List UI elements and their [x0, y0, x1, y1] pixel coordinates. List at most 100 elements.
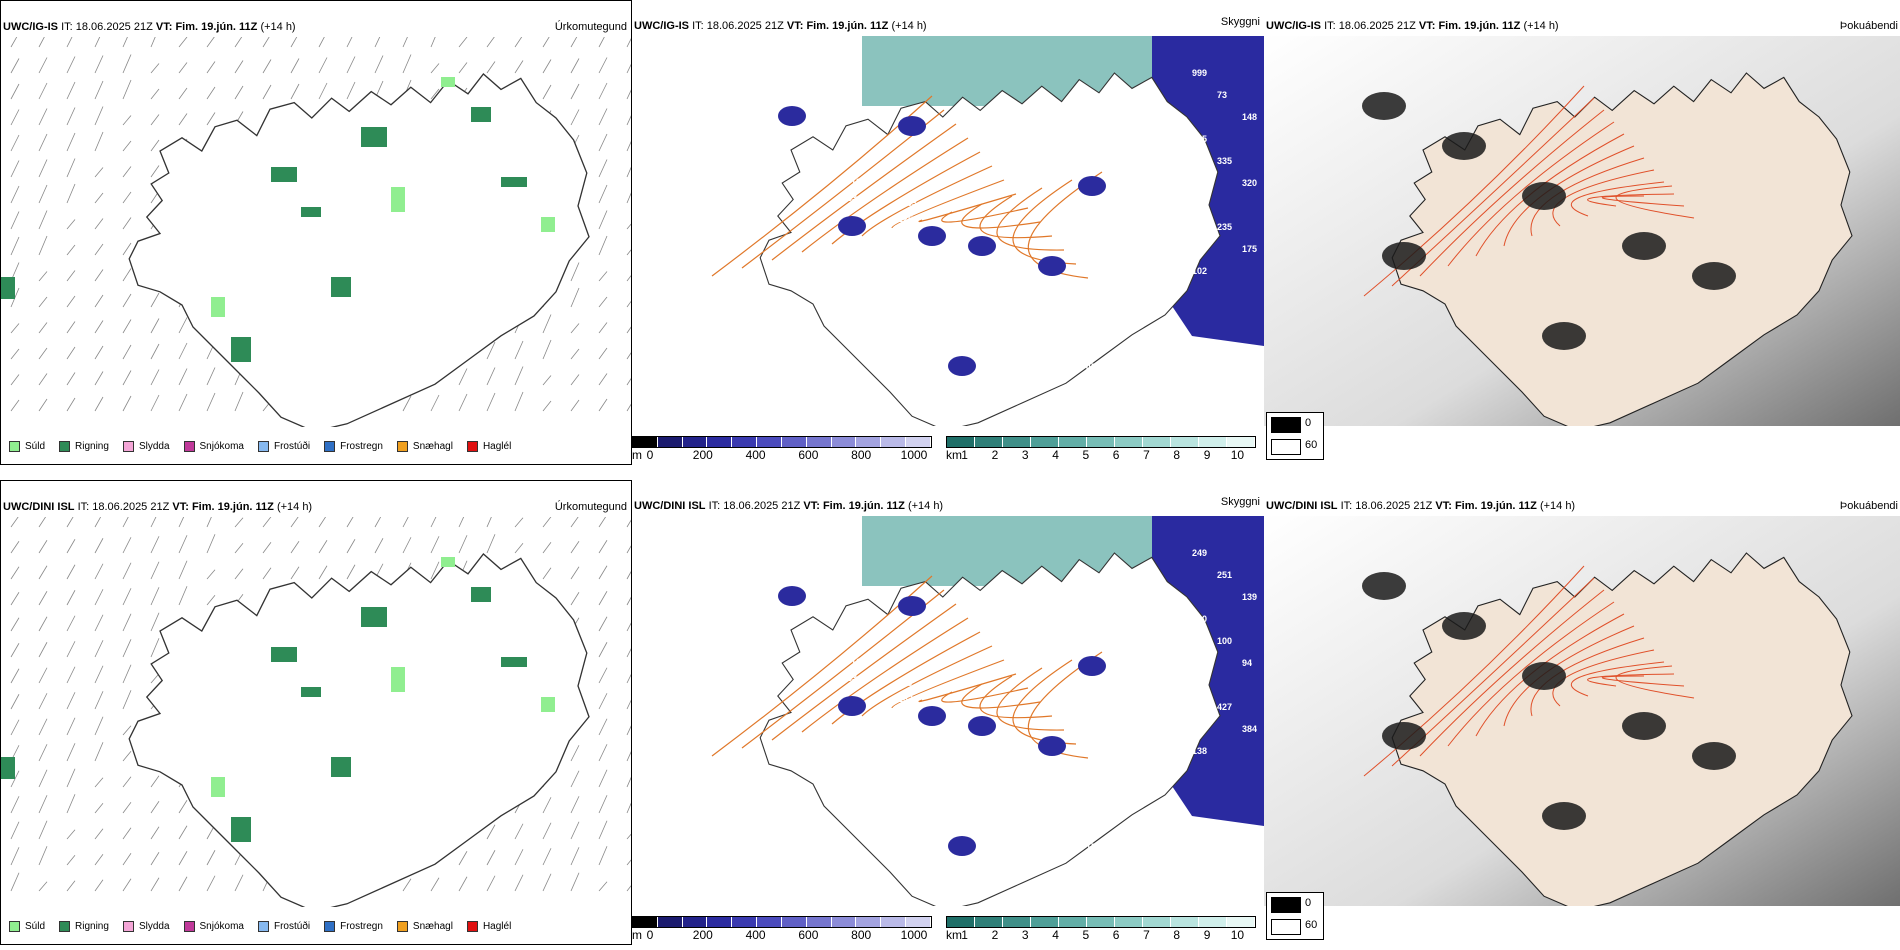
wind-barb: [94, 167, 104, 178]
wind-barb: [122, 853, 132, 866]
road-line: [996, 667, 1065, 731]
cloud-base-value: 136: [851, 177, 866, 187]
wind-barb: [626, 141, 631, 152]
low-cloud-patch: [918, 226, 946, 246]
precip-panel: UWC/IG-IS IT: 18.06.2025 21Z VT: Fim. 19…: [0, 0, 632, 465]
colorbar-tick-label: 1: [961, 928, 968, 942]
colorbar-ticks: 0 200 400 600 800 1000: [632, 928, 932, 942]
wind-barb: [318, 37, 325, 48]
wind-barb: [430, 536, 440, 554]
colorbar-cell: [1003, 917, 1031, 927]
colorbar-cell: [633, 917, 658, 927]
precip-panel-title: UWC/DINI ISL IT: 18.06.2025 21Z VT: Fim.…: [3, 501, 312, 513]
colorbar-tick-label: 10: [1230, 928, 1245, 942]
colorbar-tick-label: 200: [692, 448, 713, 462]
wind-barb: [626, 545, 631, 554]
model-name: UWC/IG-IS: [1266, 20, 1321, 32]
wind-barb: [626, 859, 631, 866]
colorbar-ticks: 1 2 3 4 5 6 7 8 9 10: [946, 928, 1256, 942]
cloud-base-value: 52: [1180, 156, 1190, 166]
wind-barb: [626, 648, 631, 658]
fog-patch: [1442, 612, 1486, 640]
fog-legend-swatch: [1271, 417, 1301, 433]
valid-time-label: VT:: [786, 20, 804, 32]
fog-patch: [1442, 132, 1486, 160]
precip-patch: [441, 77, 455, 87]
cloud-base-value: 249: [1192, 548, 1207, 558]
legend-label: Snjókoma: [199, 921, 244, 932]
colorbar-cell: [707, 917, 733, 927]
wind-barb: [234, 542, 244, 554]
wind-barb: [570, 37, 578, 48]
wind-barb: [10, 374, 20, 386]
low-cloud-patch: [898, 596, 926, 616]
cloud-base-value: 50: [1035, 821, 1045, 831]
wind-barb: [598, 881, 608, 892]
wind-barb: [626, 725, 631, 736]
low-cloud-patch: [1038, 256, 1066, 276]
wind-barb: [66, 295, 76, 308]
precip-legend-item: Slydda: [122, 921, 170, 932]
issue-time-label: IT:: [708, 500, 721, 512]
legend-label: Slydda: [138, 921, 170, 932]
cloud-base-value: 999: [1192, 68, 1207, 78]
wind-barb: [626, 249, 631, 256]
wind-barb: [570, 399, 580, 412]
wind-barb: [94, 563, 104, 580]
colorbar-tick-label: 9: [1203, 928, 1211, 942]
wind-barb: [626, 802, 631, 814]
wind-barb: [94, 55, 104, 74]
cloud-base-value: 73: [1217, 90, 1227, 100]
wind-barb: [626, 166, 631, 178]
wind-barb: [122, 750, 132, 762]
wind-barb: [598, 347, 608, 360]
wind-barb: [262, 517, 272, 528]
wind-barb: [598, 271, 608, 282]
wind-barb: [38, 57, 48, 74]
valid-time-label: VT:: [1435, 500, 1452, 512]
wind-barb: [66, 564, 76, 580]
legend-swatch: [9, 441, 20, 452]
wind-barb: [66, 346, 76, 360]
wind-barb: [542, 797, 552, 814]
wind-barb: [66, 56, 76, 74]
road-line: [1447, 601, 1615, 747]
colorbar-tick-label: 600: [798, 928, 819, 942]
wind-barb: [178, 62, 188, 74]
lead-time: (+14 h): [907, 500, 944, 512]
wind-barb: [150, 37, 156, 48]
cloud-panel: UWC/DINI ISL IT: 18.06.2025 21Z VT: Fim.…: [632, 480, 1264, 950]
road-line: [1447, 121, 1615, 267]
wind-barb: [150, 801, 160, 814]
precip-patch: [391, 667, 405, 692]
wind-barb: [458, 62, 468, 74]
precip-patch: [231, 337, 251, 362]
legend-swatch: [9, 921, 20, 932]
wind-barb: [150, 536, 160, 554]
forecast-row-igis: UWC/IG-IS IT: 18.06.2025 21Z VT: Fim. 19…: [0, 0, 1900, 470]
road-line: [961, 683, 1041, 709]
precip-legend-item: Súld: [9, 921, 45, 932]
wind-barb: [94, 879, 104, 892]
road-line: [941, 207, 1029, 223]
road-line: [1552, 169, 1655, 227]
iceland-outline: [128, 553, 590, 907]
colorbar-tick-label: 9: [1203, 448, 1211, 462]
wind-barb: [234, 37, 243, 48]
colorbar-unit: km: [946, 928, 962, 942]
precip-legend: Súld Rigning Slydda Snjókoma Frostúði Frostre…: [9, 441, 525, 452]
wind-barb: [38, 37, 45, 48]
wind-barb: [66, 539, 76, 554]
wind-barb: [94, 589, 104, 606]
cloud-base-value: 55: [894, 710, 904, 720]
road-line: [1363, 565, 1585, 777]
wind-barb: [458, 517, 465, 528]
colorbar-ticks: 1 2 3 4 5 6 7 8 9 10: [946, 448, 1256, 462]
wind-barb: [542, 375, 552, 386]
colorbar-cell: [1031, 437, 1059, 447]
wind-barb: [626, 403, 631, 412]
lead-time: (+14 h): [1539, 500, 1576, 512]
wind-barb: [206, 61, 216, 74]
wind-barb: [402, 537, 412, 554]
colorbar-cell: [781, 917, 807, 927]
